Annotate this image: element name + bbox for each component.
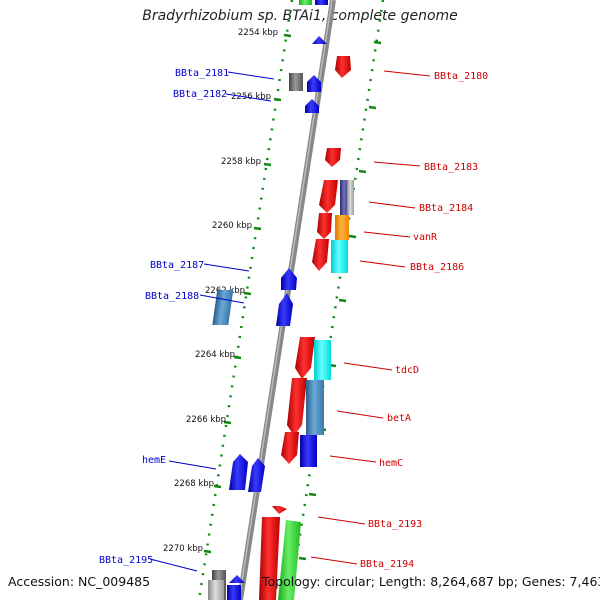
gene-beta-red[interactable] xyxy=(287,378,307,436)
tick-label-2258: 2258 kbp xyxy=(221,157,261,167)
gene-arrow-2181b[interactable] xyxy=(307,75,321,92)
left-gene-labels: BBta_2181 BBta_2182 BBta_2187 BBta_2188 … xyxy=(99,68,229,566)
label-bbta-2194[interactable]: BBta_2194 xyxy=(360,559,414,570)
gene-bbta-2188[interactable] xyxy=(276,293,293,326)
gene-bbta-2184-gray[interactable] xyxy=(347,180,354,215)
label-heme[interactable]: hemE xyxy=(142,455,166,466)
topology-text: Topology: circular; Length: 8,264,687 bp… xyxy=(262,574,600,589)
gene-bbta-2186-red[interactable] xyxy=(312,239,329,271)
tick-label-2268: 2268 kbp xyxy=(174,479,214,489)
gene-bbta-2195-arrow[interactable] xyxy=(229,575,245,583)
label-bbta-2180[interactable]: BBta_2180 xyxy=(434,71,488,82)
label-bbta-2183[interactable]: BBta_2183 xyxy=(424,162,478,173)
label-bbta-2187[interactable]: BBta_2187 xyxy=(150,260,204,271)
gene-bbta-2186[interactable] xyxy=(331,240,348,273)
gene-hemc[interactable] xyxy=(300,435,317,467)
label-tdcd[interactable]: tdcD xyxy=(395,365,419,376)
tick-label-2270: 2270 kbp xyxy=(163,544,203,554)
tick-label-2264: 2264 kbp xyxy=(195,350,235,360)
tick-label-2260: 2260 kbp xyxy=(212,221,252,231)
label-bbta-2184[interactable]: BBta_2184 xyxy=(419,203,473,214)
right-label-lines xyxy=(310,70,431,565)
gene-top-blue-partial[interactable] xyxy=(315,0,328,5)
gene-hemc-red[interactable] xyxy=(281,432,299,464)
gene-tdcd-red[interactable] xyxy=(295,337,315,379)
label-hemc[interactable]: hemC xyxy=(379,458,403,469)
gene-heme-1[interactable] xyxy=(229,454,248,490)
right-gene-labels: BBta_2180 BBta_2183 BBta_2184 vanR BBta_… xyxy=(360,71,488,570)
gene-vanr-red[interactable] xyxy=(317,213,332,239)
gene-bbta-2180[interactable] xyxy=(335,56,351,78)
gene-top-left-partial[interactable] xyxy=(299,0,312,5)
reverse-strand-genes xyxy=(208,0,328,600)
forward-strand-genes xyxy=(259,56,354,600)
tick-marks-right xyxy=(298,40,382,561)
gene-bbta-2194-red[interactable] xyxy=(259,517,280,600)
gene-beta[interactable] xyxy=(306,380,324,435)
label-bbta-2181[interactable]: BBta_2181 xyxy=(175,68,229,79)
label-bbta-2186[interactable]: BBta_2186 xyxy=(410,262,464,273)
label-bbta-2195[interactable]: BBta_2195 xyxy=(99,555,153,566)
gene-bbta-2187[interactable] xyxy=(281,268,297,290)
gene-bbta-2195-blue[interactable] xyxy=(227,585,241,600)
gene-bbta-2184-red[interactable] xyxy=(319,180,338,213)
label-bbta-2188[interactable]: BBta_2188 xyxy=(145,291,199,302)
gene-bbta-2193[interactable] xyxy=(272,506,287,514)
gene-bbta-2183[interactable] xyxy=(325,148,341,167)
gene-vanr[interactable] xyxy=(335,215,349,240)
outer-dotted-boundary-right xyxy=(288,0,385,600)
gene-tdcd[interactable] xyxy=(314,340,331,380)
label-bbta-2193[interactable]: BBta_2193 xyxy=(368,519,422,530)
gene-bbta-2184-purple[interactable] xyxy=(340,180,349,215)
gene-bbta-2181[interactable] xyxy=(289,73,303,91)
tick-label-2254: 2254 kbp xyxy=(238,28,278,38)
gene-bbta-2182[interactable] xyxy=(305,99,319,113)
label-vanr[interactable]: vanR xyxy=(413,232,438,243)
gene-arrow-small-2254[interactable] xyxy=(312,36,327,44)
gene-heme-2[interactable] xyxy=(248,458,265,492)
label-bbta-2182[interactable]: BBta_2182 xyxy=(173,89,227,100)
gene-bbta-2195-light[interactable] xyxy=(208,580,224,600)
left-label-lines xyxy=(149,71,275,572)
accession-text: Accession: NC_009485 xyxy=(8,574,151,589)
label-beta[interactable]: betA xyxy=(387,413,411,424)
gene-bbta-2188-steel[interactable] xyxy=(212,290,234,325)
tick-marks-left xyxy=(203,33,292,554)
tick-label-2266: 2266 kbp xyxy=(186,415,226,425)
tick-label-2256: 2256 kbp xyxy=(231,92,271,102)
gene-bbta-2194[interactable] xyxy=(278,520,301,600)
